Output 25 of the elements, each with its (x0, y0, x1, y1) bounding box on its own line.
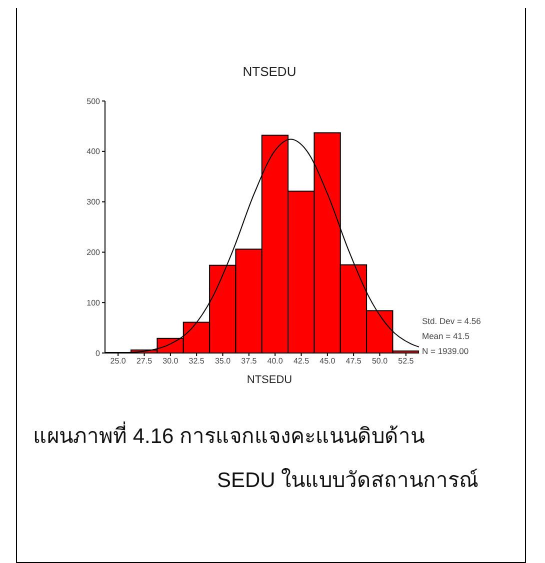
text: N = 1939.00 (422, 345, 470, 358)
x-tick-label: 35.0 (214, 356, 232, 366)
x-tick-label: 27.5 (136, 356, 153, 366)
text: แผนภาพที่ 4.16 การแจกแจงคะแนนดิบด้าน (33, 420, 426, 450)
text: Std. Dev = 4.56 (422, 315, 481, 328)
y-tick-label: 400 (86, 147, 101, 156)
x-tick-label: 42.5 (293, 356, 310, 366)
chart-title: NTSEDU (242, 64, 298, 79)
x-tick-label: 45.0 (320, 356, 336, 366)
x-tick-label: 50.0 (372, 356, 388, 366)
y-tick-label: 100 (86, 298, 101, 308)
x-tick-label: 47.5 (346, 356, 362, 366)
text: SEDU ในแบบวัดสถานการณ์ (216, 467, 478, 494)
y-tick-label: 200 (86, 248, 101, 258)
x-tick-label: 40.0 (267, 356, 284, 366)
x-axis-title: NTSEDU (246, 374, 294, 386)
x-tick-label: 37.5 (241, 356, 258, 366)
y-tick-label: 500 (86, 96, 101, 106)
x-tick-label: 32.5 (188, 356, 205, 366)
x-tick-label: 52.5 (398, 356, 414, 366)
x-tick-label: 30.0 (162, 356, 179, 366)
text: Mean = 41.5 (422, 330, 470, 343)
y-tick-label: 0 (96, 348, 101, 358)
x-tick-label: 25.0 (110, 356, 126, 366)
y-tick-label: 300 (86, 198, 101, 207)
